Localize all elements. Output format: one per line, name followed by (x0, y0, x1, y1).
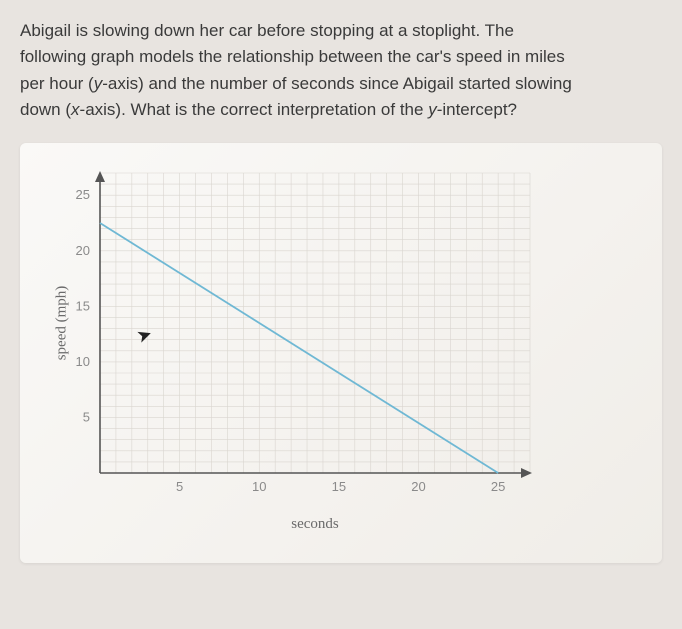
question-text: Abigail is slowing down her car before s… (20, 18, 662, 123)
svg-text:25: 25 (491, 479, 505, 494)
svg-text:20: 20 (76, 243, 90, 258)
chart-container: speed (mph) 510152025510152025 seconds ➤ (20, 143, 662, 563)
svg-text:10: 10 (76, 354, 90, 369)
svg-text:15: 15 (76, 299, 90, 314)
q-line: per hour ( (20, 74, 94, 93)
svg-text:10: 10 (252, 479, 266, 494)
q-var: x (71, 100, 80, 119)
q-line: Abigail is slowing down her car before s… (20, 21, 514, 40)
svg-text:15: 15 (332, 479, 346, 494)
chart-svg: 5 10 15 20 25 5 10 15 20 25 (40, 163, 540, 503)
x-axis-label: seconds (100, 516, 530, 533)
svg-text:5: 5 (83, 410, 90, 425)
q-line: -axis). What is the correct interpretati… (80, 100, 429, 119)
q-var: y (428, 100, 437, 119)
q-line: following graph models the relationship … (20, 47, 565, 66)
svg-text:5: 5 (176, 479, 183, 494)
svg-text:20: 20 (411, 479, 425, 494)
q-line: -intercept? (437, 100, 517, 119)
svg-text:25: 25 (76, 188, 90, 203)
q-var: y (94, 74, 103, 93)
line-chart: speed (mph) 510152025510152025 seconds ➤ (40, 163, 632, 533)
y-axis-label: speed (mph) (54, 286, 71, 361)
q-line: -axis) and the number of seconds since A… (102, 74, 572, 93)
q-line: down ( (20, 100, 71, 119)
